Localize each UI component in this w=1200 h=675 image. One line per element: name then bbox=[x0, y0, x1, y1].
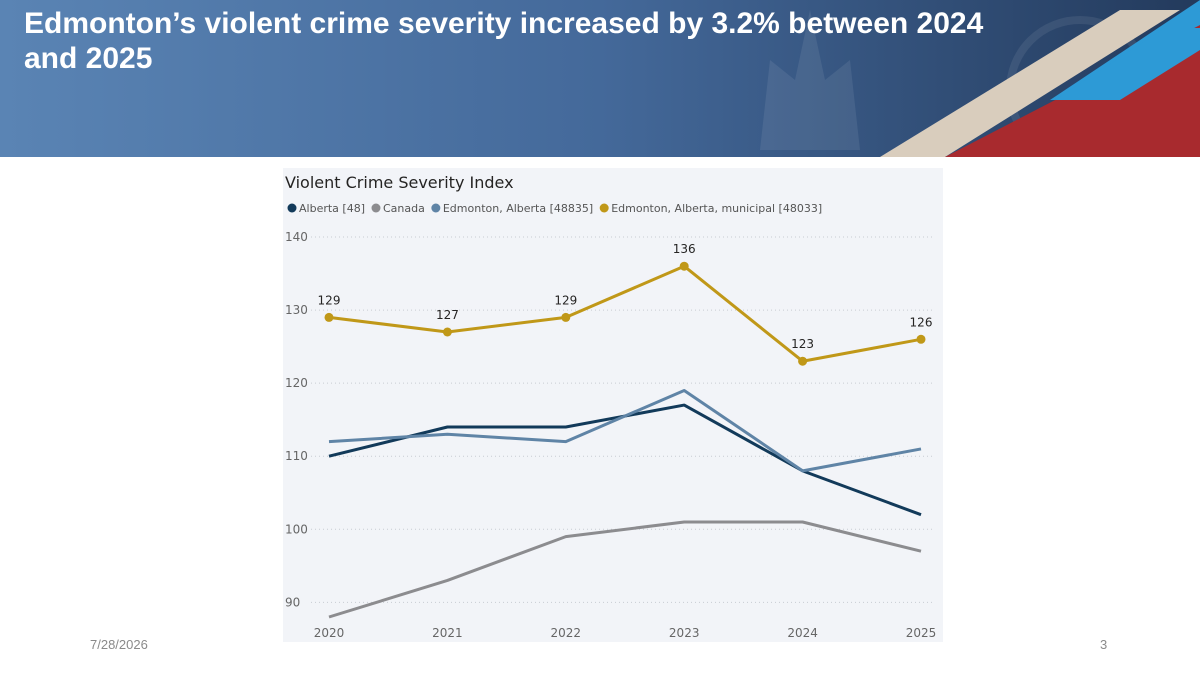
y-tick-label: 110 bbox=[285, 449, 308, 463]
x-tick-label: 2020 bbox=[314, 626, 345, 640]
banner-decoration bbox=[0, 0, 1200, 157]
series-line bbox=[328, 388, 922, 473]
data-point bbox=[798, 356, 808, 366]
x-tick-label: 2022 bbox=[551, 626, 582, 640]
data-label: 136 bbox=[673, 242, 696, 256]
data-label: 123 bbox=[791, 337, 814, 351]
legend-marker bbox=[287, 203, 297, 213]
x-tick-label: 2025 bbox=[906, 626, 937, 640]
x-tick-label: 2023 bbox=[669, 626, 700, 640]
y-tick-label: 130 bbox=[285, 303, 308, 317]
slide-title: Edmonton’s violent crime severity increa… bbox=[24, 7, 984, 75]
data-label: 127 bbox=[436, 308, 459, 322]
legend-label: Edmonton, Alberta [48835] bbox=[443, 202, 593, 215]
series-line bbox=[328, 403, 922, 517]
data-point bbox=[324, 312, 334, 322]
data-label: 129 bbox=[554, 293, 577, 307]
x-tick-label: 2024 bbox=[787, 626, 818, 640]
legend-label: Canada bbox=[383, 202, 425, 215]
banner-blue-stripe bbox=[1050, 0, 1200, 100]
chart-title: Violent Crime Severity Index bbox=[285, 173, 514, 192]
title-banner: Edmonton’s violent crime severity increa… bbox=[0, 0, 1200, 157]
legend-label: Edmonton, Alberta, municipal [48033] bbox=[611, 202, 822, 215]
data-label: 129 bbox=[318, 293, 341, 307]
banner-beige-stripe bbox=[880, 10, 1180, 157]
legend-marker bbox=[431, 203, 441, 213]
banner-blue-wedge bbox=[1055, 28, 1200, 100]
data-point bbox=[442, 327, 452, 337]
legend-label: Alberta [48] bbox=[299, 202, 365, 215]
y-tick-label: 90 bbox=[285, 595, 300, 609]
series-line bbox=[328, 264, 922, 363]
series-line bbox=[328, 520, 922, 619]
legend-marker bbox=[599, 203, 609, 213]
data-label: 126 bbox=[910, 315, 933, 329]
chart-panel: Violent Crime Severity Index Alberta [48]… bbox=[283, 168, 943, 642]
y-tick-label: 140 bbox=[285, 230, 308, 244]
data-point bbox=[679, 261, 689, 271]
footer-date: 7/28/2026 bbox=[90, 637, 148, 652]
y-tick-label: 120 bbox=[285, 376, 308, 390]
legend-marker bbox=[371, 203, 381, 213]
data-point bbox=[561, 312, 571, 322]
data-point bbox=[916, 334, 926, 344]
page-number: 3 bbox=[1100, 637, 1108, 652]
line-chart: Violent Crime Severity Index Alberta [48]… bbox=[285, 173, 937, 640]
x-tick-label: 2021 bbox=[432, 626, 463, 640]
y-tick-label: 100 bbox=[285, 522, 308, 536]
